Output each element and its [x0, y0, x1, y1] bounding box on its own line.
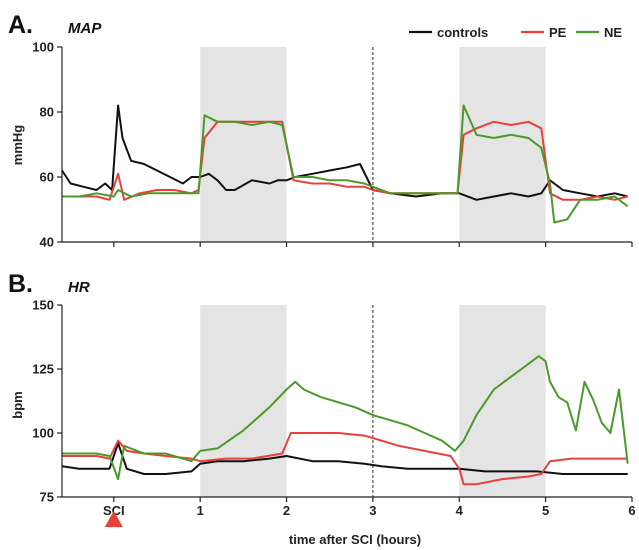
- panel-b-plot-area: 75 100 125 150 SCI 1 2 3 4 5 6: [32, 298, 636, 527]
- panel-b-title: HR: [68, 279, 90, 296]
- legend-pe-label: PE: [549, 25, 567, 40]
- panel-a-plot-area: 40 60 80 100: [32, 40, 633, 250]
- panel-b-y-tick-label: 100: [32, 426, 54, 441]
- panel-b-series-ne: [62, 355, 629, 481]
- panel-a-title: MAP: [68, 20, 102, 37]
- panel-b-x-tick-label: 3: [369, 503, 376, 518]
- panel-b-hr: B. HR bpm 75 100 125 150 SCI 1 2 3 4 5 6 time afte…: [8, 270, 636, 547]
- panel-a-y-tick-label: 40: [40, 235, 54, 250]
- panel-b-x-tick-label: 1: [197, 503, 204, 518]
- legend: controls PE NE: [409, 25, 622, 40]
- panel-b-series-pe: [62, 432, 628, 486]
- panel-b-x-tick-label: 4: [456, 503, 464, 518]
- panel-b-x-tick-label: SCI: [103, 503, 125, 518]
- legend-controls-label: controls: [437, 25, 488, 40]
- panel-b-x-tick-label: 5: [542, 503, 549, 518]
- panel-a-y-tick-label: 80: [40, 105, 54, 120]
- panel-b-x-tick-label: 2: [283, 503, 290, 518]
- panel-b-shaded-region-1: [200, 305, 287, 497]
- panel-b-y-tick-label: 150: [32, 298, 54, 313]
- panel-b-ylabel: bpm: [10, 391, 25, 418]
- panel-b-x-tick-label: 6: [628, 503, 635, 518]
- panel-b-y-tick-label: 75: [40, 490, 54, 505]
- panel-b-shaded-region-2: [459, 305, 546, 497]
- panel-b-letter: B.: [8, 270, 33, 298]
- panel-b-y-tick-label: 125: [32, 362, 54, 377]
- panel-a-letter: A.: [8, 11, 33, 39]
- panel-b-xlabel: time after SCI (hours): [289, 532, 421, 547]
- panel-a-shaded-region-2: [459, 47, 546, 242]
- panel-a-series-ne: [62, 104, 629, 224]
- panel-a-ylabel: mmHg: [10, 125, 25, 166]
- panel-a-series-pe: [62, 120, 628, 201]
- panel-a-map: A. MAP mmHg 40 60 80 100: [8, 11, 633, 250]
- sci-marker-triangle-icon: [104, 511, 123, 527]
- panel-a-series-controls: [61, 104, 628, 201]
- legend-ne-label: NE: [604, 25, 622, 40]
- panel-a-y-tick-label: 60: [40, 170, 54, 185]
- panel-a-y-tick-label: 100: [32, 40, 54, 55]
- panel-a-shaded-region-1: [200, 47, 287, 242]
